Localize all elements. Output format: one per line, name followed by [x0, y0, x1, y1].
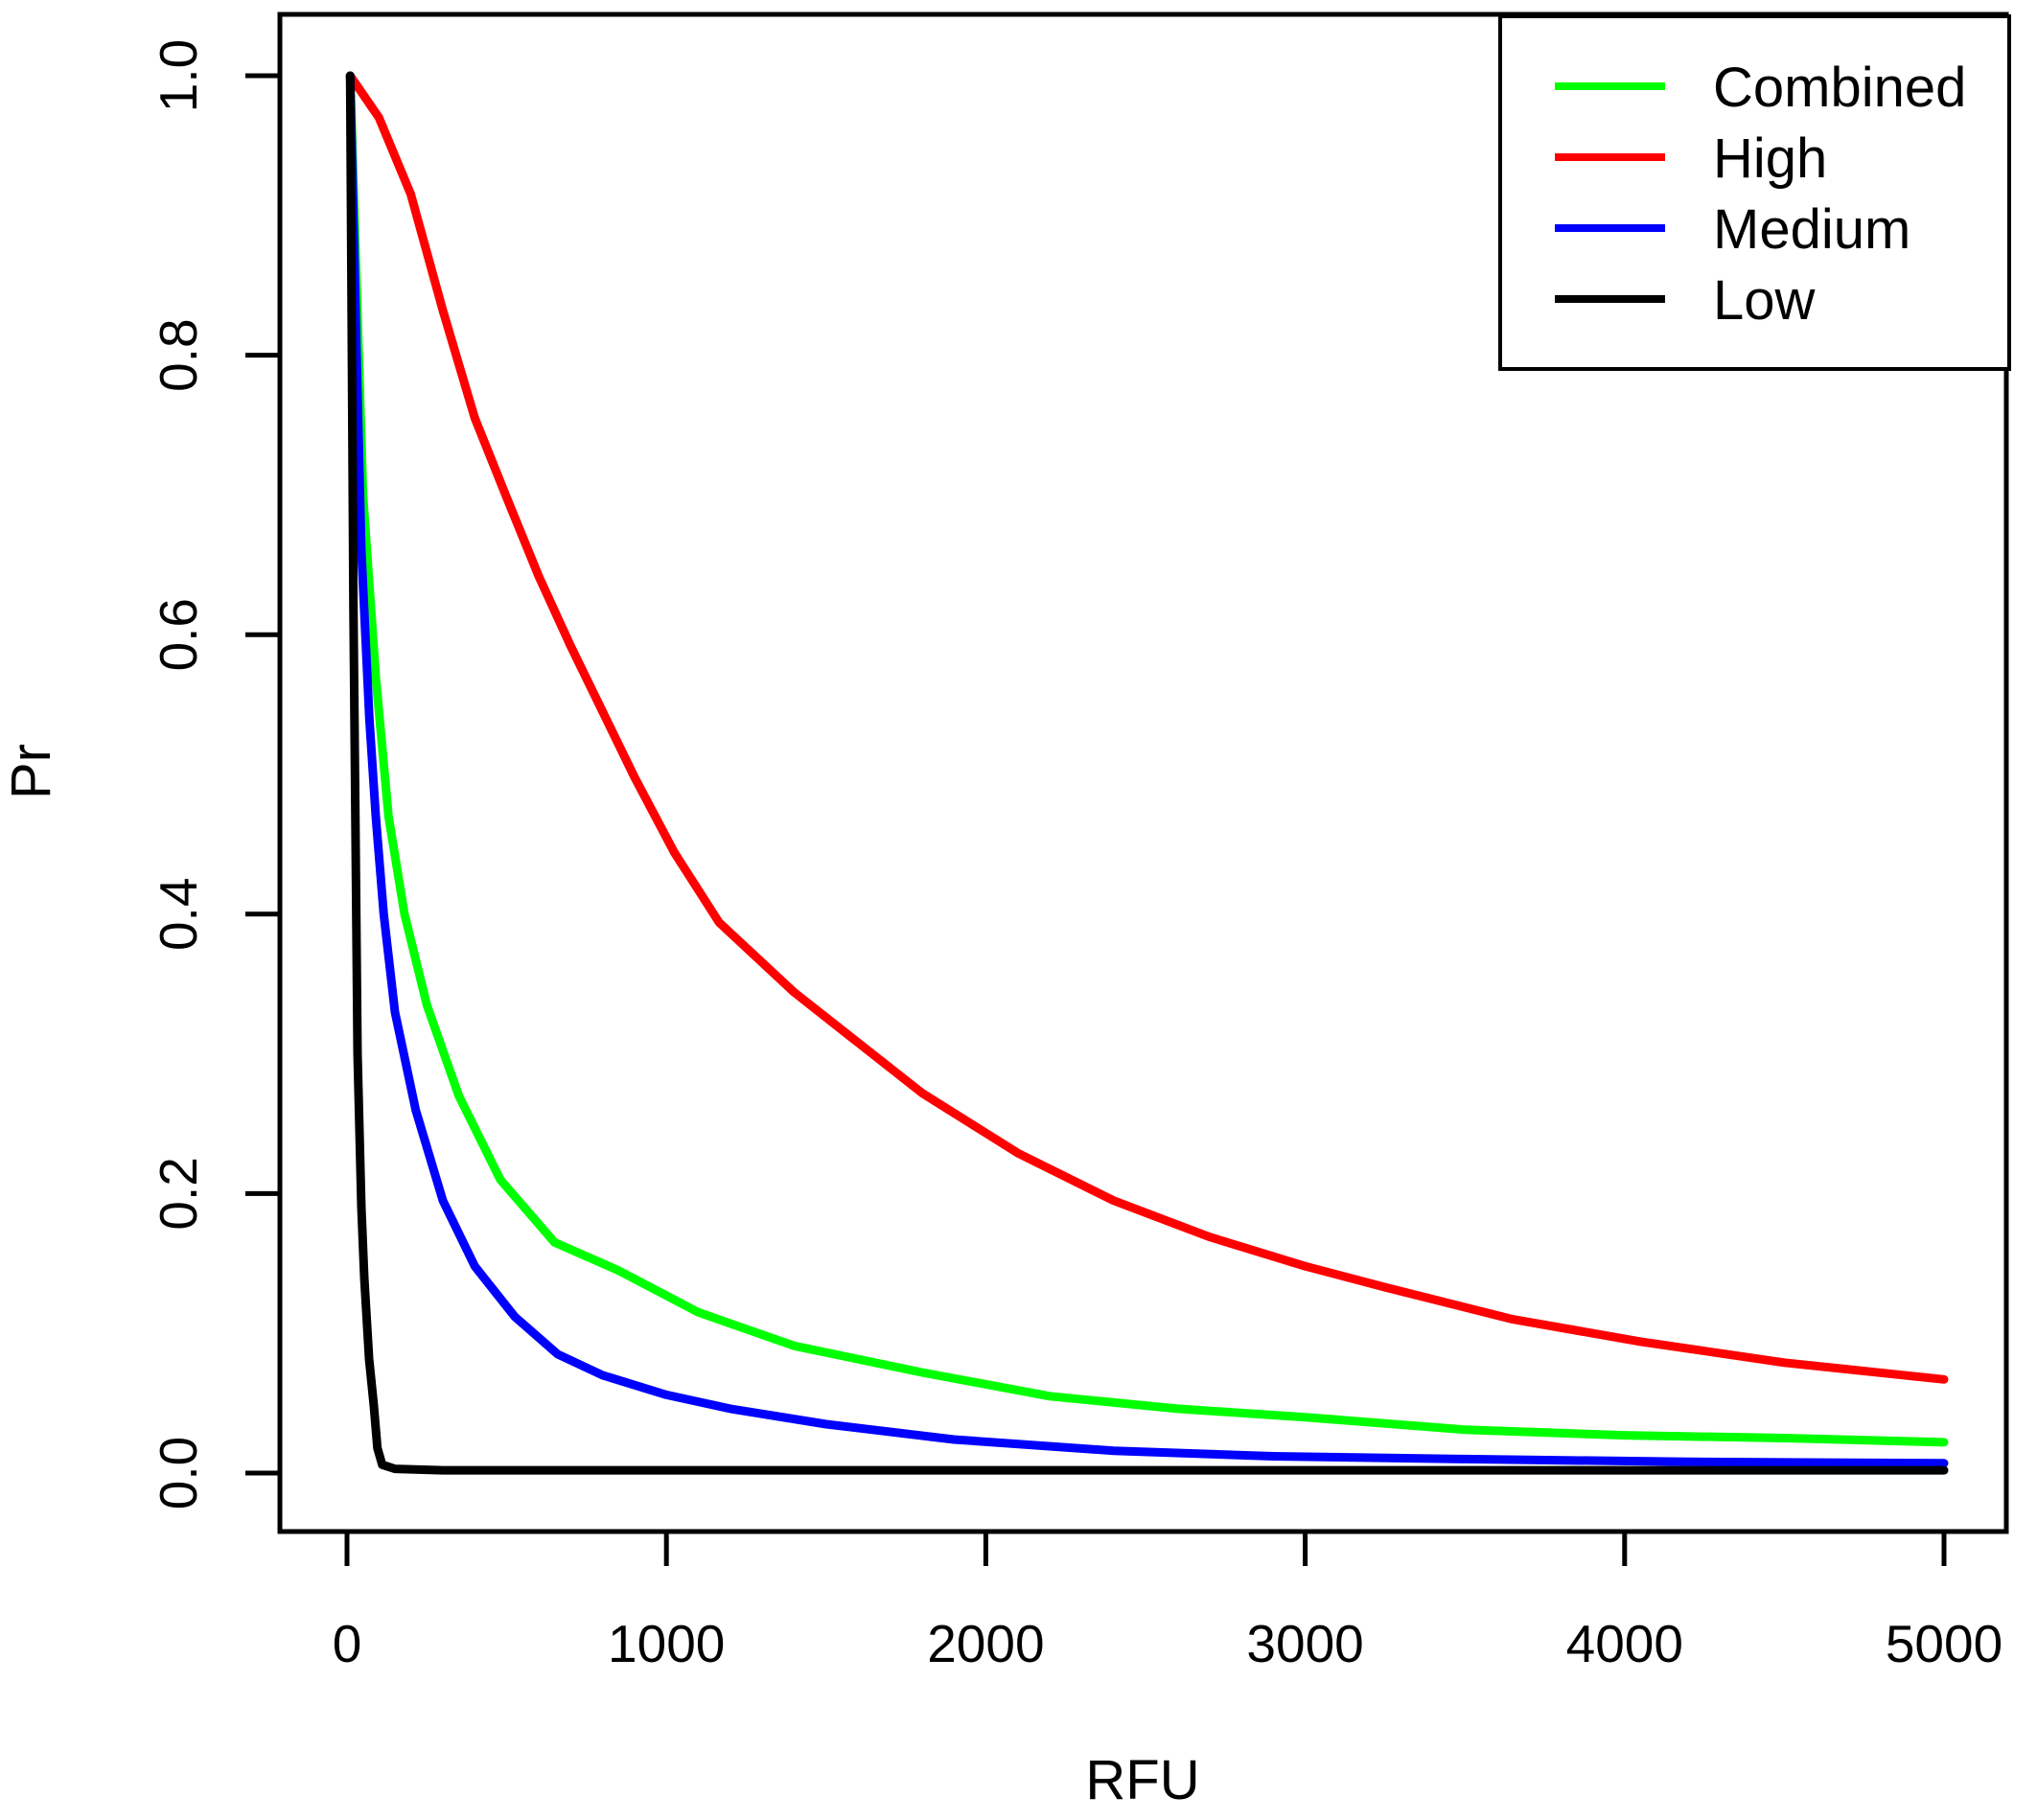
- y-tick-label: 0.2: [149, 1157, 208, 1230]
- plot-border: [277, 12, 2009, 1534]
- series-line-combined: [345, 71, 1949, 1447]
- legend-label-high: High: [1713, 127, 1827, 190]
- legend-label-low: Low: [1713, 269, 1817, 332]
- x-tick-label: 3000: [1246, 1614, 1363, 1673]
- y-tick-label: 0.6: [149, 598, 208, 671]
- y-tick-label: 0.4: [149, 878, 208, 951]
- y-axis-title: Pr: [0, 744, 62, 799]
- x-tick-label: 0: [333, 1614, 362, 1673]
- y-tick-label: 0.0: [149, 1437, 208, 1509]
- x-axis-title: RFU: [1085, 1749, 1199, 1811]
- y-tick-label: 0.8: [149, 318, 208, 391]
- x-tick-label: 2000: [927, 1614, 1044, 1673]
- x-tick-label: 5000: [1886, 1614, 2002, 1673]
- series-line-high: [345, 71, 1949, 1384]
- x-axis: 0 1000 2000 3000 4000 5000: [333, 1532, 2002, 1673]
- legend-label-medium: Medium: [1713, 198, 1910, 261]
- legend: Combined High Medium Low: [1498, 14, 2011, 371]
- series-line-medium: [345, 71, 1949, 1468]
- legend-label-combined: Combined: [1713, 57, 1966, 119]
- y-tick-label: 1.0: [149, 39, 208, 112]
- x-tick-label: 1000: [608, 1614, 725, 1673]
- y-axis: 0.0 0.2 0.4 0.6 0.8 1.0: [149, 39, 280, 1509]
- legend-box: [1498, 14, 2011, 371]
- x-tick-label: 4000: [1566, 1614, 1683, 1673]
- series-line-low: [345, 71, 1949, 1475]
